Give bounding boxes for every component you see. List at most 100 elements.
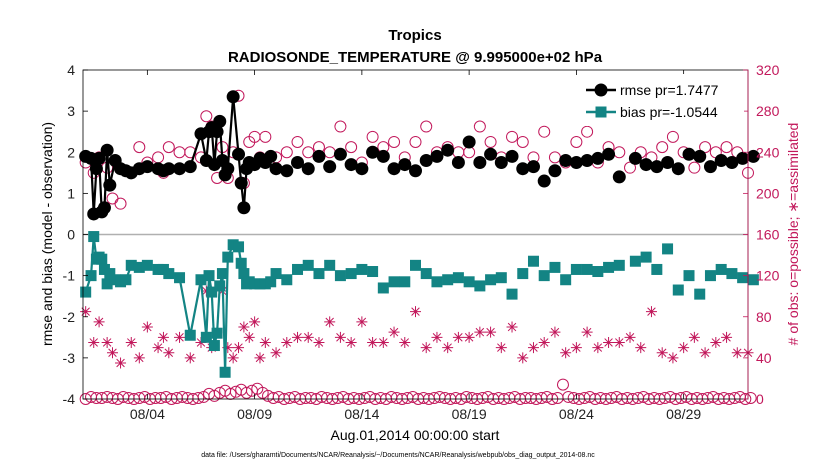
obs-asterisk-point — [125, 336, 137, 348]
obs-asterisk-point — [517, 352, 529, 364]
rmse-point — [537, 174, 551, 188]
rmse-point — [333, 147, 347, 161]
bias-point — [388, 276, 400, 288]
obs-circle-point — [240, 386, 253, 399]
bias-point — [174, 272, 186, 284]
rmse-point — [671, 162, 685, 176]
bias-point — [442, 274, 454, 286]
rmse-point — [92, 151, 106, 165]
bias-point — [184, 329, 196, 341]
obs-asterisk-point — [420, 342, 432, 354]
rmse-point — [210, 125, 224, 139]
rmse-point — [97, 201, 111, 215]
bias-point — [603, 261, 615, 273]
obs-circle-point — [388, 135, 401, 148]
obs-asterisk-point — [88, 336, 100, 348]
obs-asterisk-point — [141, 321, 153, 333]
bias-point — [219, 366, 231, 378]
obs-asterisk-point — [388, 326, 400, 338]
rmse-point — [682, 147, 696, 161]
obs-circle-point — [720, 141, 733, 154]
rmse-point — [398, 158, 412, 172]
obs-circle-point — [484, 135, 497, 148]
rmse-markers — [79, 90, 760, 221]
obs-asterisk-point — [345, 336, 357, 348]
obs-asterisk-point — [254, 352, 266, 364]
bias-point — [410, 259, 421, 271]
bias-point — [211, 327, 223, 339]
bias-point — [195, 274, 207, 286]
obs-asterisk-point — [101, 336, 113, 348]
y-right-tick-label: 320 — [756, 62, 780, 78]
bias-point — [324, 259, 336, 271]
obs-asterisk-point — [485, 326, 497, 338]
obs-asterisk-point — [667, 352, 679, 364]
x-tick-label: 08/29 — [666, 406, 701, 422]
bias-point — [747, 274, 759, 286]
rmse-point — [237, 201, 251, 215]
rmse-line-segment — [226, 96, 235, 169]
obs-asterisk-point — [603, 336, 615, 348]
obs-circle-point — [581, 125, 594, 138]
rmse-point — [89, 162, 103, 176]
obs-asterisk-point — [163, 347, 175, 359]
bias-line-segment — [215, 285, 221, 334]
bias-point — [613, 259, 625, 271]
obs-circle-point — [556, 378, 569, 391]
y-right-tick-label: 40 — [756, 350, 772, 366]
bias-point — [726, 268, 738, 280]
obs-circle-point — [280, 146, 293, 159]
bias-point — [452, 272, 464, 284]
obs-asterisk-point — [292, 331, 304, 343]
y-tick-label: -3 — [63, 350, 76, 366]
y-right-tick-label: 120 — [756, 268, 780, 284]
bias-point — [265, 276, 277, 288]
rmse-point — [103, 178, 117, 192]
obs-asterisk-point — [442, 342, 454, 354]
obs-asterisk-point — [549, 326, 561, 338]
obs-asterisk-point — [233, 342, 245, 354]
obs-asterisk-point — [538, 336, 550, 348]
rmse-point — [291, 156, 305, 170]
obs-asterisk-point — [410, 306, 421, 318]
bias-point — [463, 276, 475, 288]
y-right-tick-label: 160 — [756, 227, 780, 243]
obs-circle-point — [366, 130, 379, 143]
rmse-line-segment — [242, 168, 248, 208]
rmse-point — [580, 153, 594, 167]
x-ticks: 08/04 08/09 08/14 08/19 08/24 08/29 — [130, 70, 701, 422]
obs-asterisk-point — [222, 342, 234, 354]
obs-asterisk-point — [184, 352, 196, 364]
bias-point — [581, 263, 593, 275]
obs-circle-point — [688, 161, 701, 174]
rmse-point — [344, 158, 358, 172]
obs-circle-point — [666, 130, 679, 143]
obs-asterisk-point — [710, 336, 722, 348]
bias-point — [235, 257, 247, 269]
obs-circle-point — [420, 120, 433, 133]
rmse-point — [559, 153, 573, 167]
obs-circle-point — [516, 135, 529, 148]
rmse-point — [376, 149, 390, 163]
obs-asterisk-point — [624, 331, 636, 343]
bias-point — [233, 241, 245, 253]
obs-asterisk-point — [334, 331, 346, 343]
rmse-point — [693, 149, 707, 163]
bias-point — [506, 288, 518, 300]
bias-point — [125, 259, 137, 271]
rmse-point — [430, 149, 444, 163]
y-tick-label: 3 — [67, 103, 75, 119]
rmse-point — [548, 164, 562, 178]
series-obs-assimilated — [80, 285, 754, 369]
bias-point — [163, 268, 175, 280]
obs-asterisk-point — [324, 316, 336, 328]
rmse-point — [366, 145, 380, 159]
obs-asterisk-point — [645, 306, 657, 318]
rmse-line-segment — [232, 96, 240, 155]
x-tick-label: 08/09 — [237, 406, 272, 422]
bias-point — [570, 263, 582, 275]
bias-point — [715, 263, 727, 275]
obs-asterisk-point — [302, 331, 314, 343]
x-tick-label: 08/14 — [344, 406, 379, 422]
